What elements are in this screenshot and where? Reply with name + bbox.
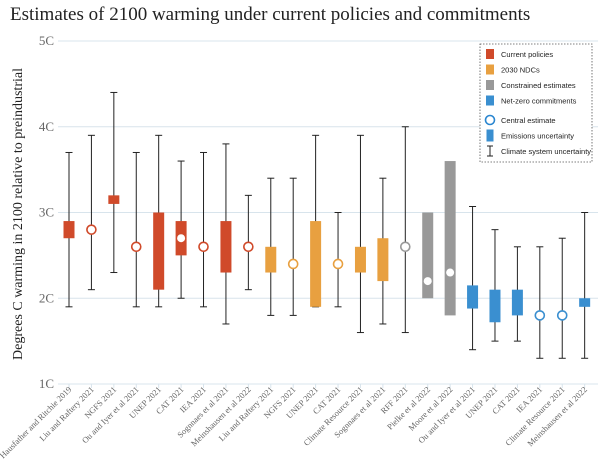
series-group (354, 134, 366, 334)
emissions-box (579, 298, 591, 307)
legend-label: Central estimate (501, 116, 556, 125)
y-tick-label: 5C (39, 33, 54, 48)
central-estimate-circle (556, 310, 568, 321)
y-tick-label: 1C (39, 376, 54, 391)
series-group (534, 246, 546, 359)
chart-title: Estimates of 2100 warming under current … (10, 4, 531, 25)
series-group (511, 246, 523, 342)
central-estimate-circle (423, 277, 432, 286)
emissions-box (444, 161, 456, 316)
legend-swatch (486, 80, 494, 90)
series-group (287, 177, 299, 316)
y-tick-labels: 1C 2C 3C 4C 5C (39, 33, 54, 391)
legend-item: Climate system uncertainty (487, 145, 591, 157)
series-group (86, 134, 97, 291)
series-group (63, 151, 75, 308)
central-estimate-circle (130, 241, 142, 253)
series-group (243, 194, 254, 291)
central-estimate-circle (243, 241, 254, 253)
legend-label: Net-zero commitments (501, 97, 577, 106)
legend-bar-icon (486, 129, 494, 142)
central-estimate-circle (534, 310, 546, 321)
y-tick-label: 3C (39, 205, 54, 220)
legend-swatch (486, 49, 494, 59)
emissions-box (310, 221, 322, 307)
central-estimate-circle (399, 241, 411, 253)
emissions-box (511, 289, 523, 316)
legend-item: Central estimate (484, 114, 556, 126)
series-group (130, 151, 142, 308)
series-group (153, 134, 165, 308)
series-group (444, 161, 456, 316)
emissions-box (489, 289, 501, 323)
series-group (198, 151, 209, 308)
legend-circle-icon (484, 114, 496, 126)
emissions-box (467, 285, 479, 309)
emissions-box (377, 238, 389, 282)
central-estimate-circle (198, 241, 209, 253)
central-estimate-circle (332, 258, 344, 270)
legend-item: 2030 NDCs (486, 64, 540, 75)
emissions-box (108, 195, 120, 204)
legend-label: Constrained estimates (501, 81, 576, 90)
legend-item: Current policies (486, 49, 553, 59)
legend-swatch (486, 64, 494, 75)
series-group (175, 160, 187, 299)
central-estimate-circle (86, 224, 97, 235)
series-group (467, 205, 479, 351)
series-group (399, 126, 411, 334)
legend-label: Climate system uncertainty (501, 147, 591, 156)
series-group (377, 177, 389, 325)
legend: Current policies 2030 NDCs Constrained est… (479, 43, 593, 163)
series-group (265, 177, 277, 316)
emissions-box (63, 221, 75, 239)
legend-item: Constrained estimates (486, 80, 576, 90)
series-group (556, 237, 568, 359)
legend-label: Emissions uncertainty (501, 132, 574, 141)
y-tick-label: 4C (39, 119, 54, 134)
emissions-box (220, 221, 232, 273)
series-group (108, 91, 120, 274)
series-group (489, 229, 501, 342)
emissions-box (153, 212, 165, 290)
central-estimate-circle (177, 234, 186, 243)
data-marks (63, 91, 591, 359)
emissions-box (265, 246, 277, 273)
legend-label: 2030 NDCs (501, 66, 540, 75)
legend-swatch (486, 95, 494, 106)
series-group (579, 212, 591, 359)
central-estimate-circle (287, 258, 299, 270)
emissions-box (422, 212, 434, 299)
central-estimate-circle (446, 268, 455, 277)
legend-label: Current policies (501, 50, 553, 59)
y-tick-label: 2C (39, 290, 54, 305)
y-axis-label: Degrees C warming in 2100 relative to pr… (11, 68, 26, 360)
emissions-box (354, 246, 366, 273)
legend-item: Emissions uncertainty (486, 129, 574, 142)
series-group (422, 212, 434, 299)
series-group (220, 143, 232, 325)
legend-item: Net-zero commitments (486, 95, 577, 106)
series-group (310, 134, 322, 308)
legend-box (479, 43, 593, 163)
series-group (332, 212, 344, 308)
